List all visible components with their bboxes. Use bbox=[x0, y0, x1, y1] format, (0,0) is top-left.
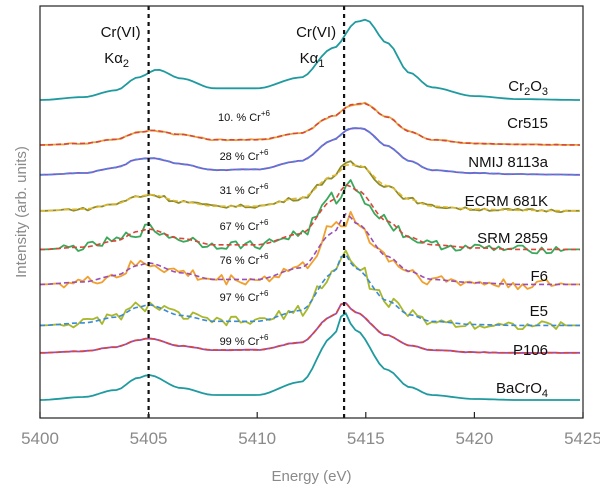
sample-label: E5 bbox=[530, 303, 548, 320]
sample-label-sub: 2 bbox=[524, 86, 530, 98]
sample-label-sub: 3 bbox=[542, 86, 548, 98]
line-label-top: Cr(VI) bbox=[296, 24, 336, 41]
sample-label: NMIJ 8113a bbox=[468, 154, 548, 171]
percent-sup: +6 bbox=[259, 252, 269, 261]
x-tick-label: 5400 bbox=[21, 429, 59, 448]
percent-label: 76 % Cr+6 bbox=[220, 252, 269, 267]
fit-line bbox=[39, 102, 581, 146]
reference-lines bbox=[147, 6, 346, 418]
percent-value: 28 % Cr bbox=[220, 151, 260, 163]
percent-value: 76 % Cr bbox=[220, 255, 260, 267]
percent-sup: +6 bbox=[259, 218, 269, 227]
percent-label: 97 % Cr+6 bbox=[220, 289, 269, 304]
percent-sup: +6 bbox=[259, 333, 269, 342]
line-label-top: Cr(VI) bbox=[101, 24, 141, 41]
line-label-sub: 2 bbox=[123, 58, 129, 70]
fit-line bbox=[40, 163, 580, 212]
sample-label: F6 bbox=[530, 268, 548, 285]
x-tick-label: 5410 bbox=[238, 429, 276, 448]
percent-value: 10. % Cr bbox=[218, 112, 261, 124]
y-axis-title: Intensity (arb. units) bbox=[13, 146, 30, 278]
x-tick-label: 5415 bbox=[347, 429, 385, 448]
percent-value: 97 % Cr bbox=[220, 292, 260, 304]
x-tick-label: 5425 bbox=[564, 429, 600, 448]
sample-label: Cr515 bbox=[507, 115, 548, 132]
x-axis: 5400 5405 5410 5415 5420 5425 bbox=[21, 412, 600, 448]
plot-frame bbox=[39, 5, 584, 419]
percent-sup: +6 bbox=[259, 182, 269, 191]
x-axis-title: Energy (eV) bbox=[271, 468, 351, 485]
series-layer bbox=[39, 18, 581, 401]
x-tick-label: 5420 bbox=[455, 429, 493, 448]
series-line bbox=[39, 312, 580, 401]
fit-line bbox=[39, 127, 580, 176]
sample-label-part: BaCrO bbox=[496, 380, 542, 397]
fit-line bbox=[39, 253, 580, 327]
percent-sup: +6 bbox=[261, 109, 271, 118]
fit-line bbox=[39, 212, 580, 286]
percent-label: 67 % Cr+6 bbox=[220, 218, 269, 233]
sample-label: ECRM 681K bbox=[465, 193, 548, 210]
percent-label: 99 % Cr+6 bbox=[220, 333, 269, 348]
percent-value: 31 % Cr bbox=[220, 185, 260, 197]
sample-label-part: Cr bbox=[508, 78, 524, 95]
percent-sup: +6 bbox=[259, 289, 269, 298]
line-label-sub: 1 bbox=[318, 58, 324, 70]
sample-label: SRM 2859 bbox=[477, 230, 548, 247]
sample-label-part: O bbox=[530, 78, 542, 95]
percent-value: 67 % Cr bbox=[220, 221, 260, 233]
sample-label-sub: 4 bbox=[542, 388, 548, 400]
percent-label: 31 % Cr+6 bbox=[220, 182, 269, 197]
series-line bbox=[39, 210, 580, 291]
x-tick-label: 5405 bbox=[130, 429, 168, 448]
series-line bbox=[39, 18, 580, 101]
percent-label: 28 % Cr+6 bbox=[220, 148, 269, 163]
sample-label: Cr2O3 bbox=[508, 78, 548, 98]
line-label-bottom: Kα1 bbox=[300, 50, 325, 70]
sample-label: BaCrO4 bbox=[496, 380, 548, 400]
fit-line bbox=[40, 183, 580, 251]
percent-label: 10. % Cr+6 bbox=[218, 109, 270, 124]
line-label-bottom: Kα2 bbox=[104, 50, 129, 70]
fit-line bbox=[40, 301, 580, 354]
sample-label: P106 bbox=[513, 342, 548, 359]
series-line bbox=[39, 249, 580, 330]
percent-sup: +6 bbox=[259, 148, 269, 157]
percent-value: 99 % Cr bbox=[220, 336, 260, 348]
